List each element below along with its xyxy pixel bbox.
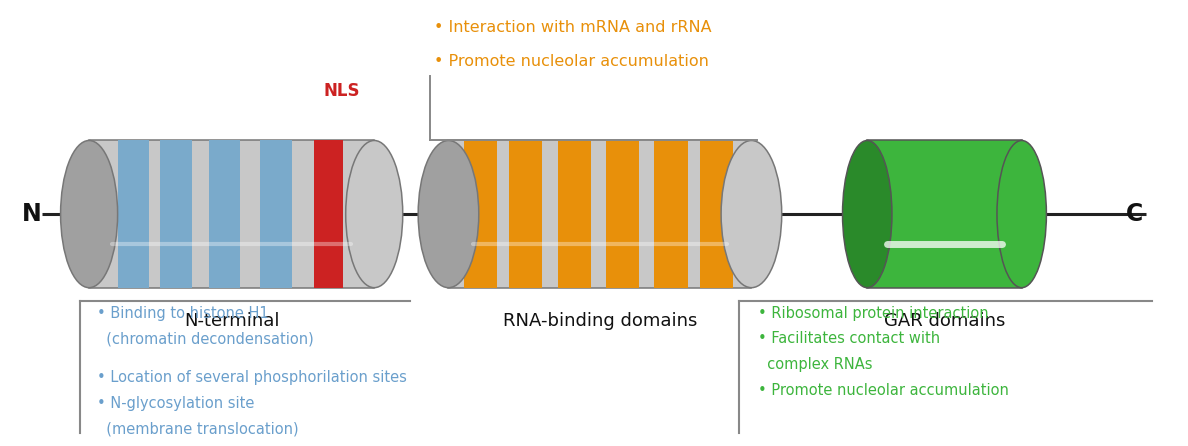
Text: • Facilitates contact with: • Facilitates contact with <box>758 331 940 347</box>
Ellipse shape <box>61 140 118 288</box>
Bar <box>118 140 148 288</box>
Text: (membrane translocation): (membrane translocation) <box>97 422 299 437</box>
Text: • Ribosomal protein interaction: • Ribosomal protein interaction <box>758 306 988 321</box>
Bar <box>700 140 733 288</box>
Ellipse shape <box>418 140 479 288</box>
Bar <box>89 140 374 288</box>
Bar <box>160 140 191 288</box>
Text: complex RNAs: complex RNAs <box>758 357 872 372</box>
Ellipse shape <box>842 140 892 288</box>
Bar <box>463 140 497 288</box>
Text: N: N <box>23 202 42 226</box>
Ellipse shape <box>721 140 782 288</box>
Text: NLS: NLS <box>324 83 360 100</box>
Text: • N-glycosylation site: • N-glycosylation site <box>97 396 254 411</box>
Bar <box>867 140 1022 288</box>
Text: C: C <box>1126 202 1143 226</box>
Text: RNA-binding domains: RNA-binding domains <box>503 312 697 330</box>
Text: • Location of several phosphorilation sites: • Location of several phosphorilation si… <box>97 370 407 385</box>
Ellipse shape <box>346 140 403 288</box>
Bar <box>606 140 639 288</box>
Text: • Interaction with mRNA and rRNA: • Interaction with mRNA and rRNA <box>434 20 712 35</box>
Text: • Promote nucleolar accumulation: • Promote nucleolar accumulation <box>434 54 708 69</box>
Text: • Promote nucleolar accumulation: • Promote nucleolar accumulation <box>758 383 1009 398</box>
Bar <box>655 140 688 288</box>
Bar <box>449 140 752 288</box>
Text: GAR domains: GAR domains <box>884 312 1005 330</box>
Text: (chromatin decondensation): (chromatin decondensation) <box>97 331 314 347</box>
Bar <box>260 140 291 288</box>
Bar <box>209 140 240 288</box>
Bar <box>315 140 343 288</box>
Bar <box>557 140 590 288</box>
Text: • Binding to histone H1: • Binding to histone H1 <box>97 306 268 321</box>
Ellipse shape <box>997 140 1047 288</box>
Text: N-terminal: N-terminal <box>184 312 279 330</box>
Bar <box>508 140 543 288</box>
